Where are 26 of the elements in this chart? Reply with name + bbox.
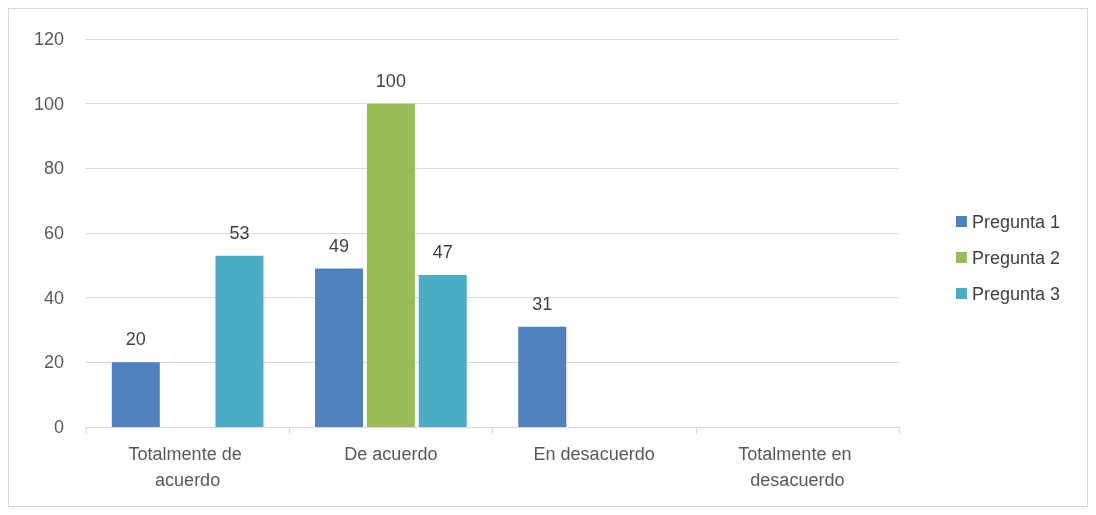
y-tick-label: 100 bbox=[33, 93, 64, 114]
data-label: 53 bbox=[229, 222, 250, 243]
bar bbox=[111, 362, 160, 427]
legend-label: Pregunta 2 bbox=[971, 247, 1061, 268]
data-label: 47 bbox=[432, 242, 453, 263]
data-label: 20 bbox=[125, 329, 146, 350]
x-tick-label: En desacuerdo bbox=[533, 444, 655, 464]
legend-label: Pregunta 3 bbox=[971, 283, 1061, 304]
x-tick-label: De acuerdo bbox=[344, 444, 438, 464]
x-tick-label: Totalmente de acuerdo bbox=[128, 444, 247, 490]
data-label: 31 bbox=[532, 293, 553, 314]
y-tick-label: 60 bbox=[43, 223, 64, 243]
bar bbox=[315, 268, 364, 427]
legend-label: Pregunta 1 bbox=[971, 211, 1061, 232]
bar bbox=[518, 326, 567, 427]
bar bbox=[418, 275, 467, 427]
y-tick-label: 40 bbox=[43, 287, 64, 308]
bar bbox=[366, 103, 415, 427]
data-label: 49 bbox=[329, 235, 350, 256]
x-tick-label: Totalmente en desacuerdo bbox=[738, 444, 857, 490]
data-label: 100 bbox=[375, 70, 406, 91]
bar bbox=[215, 255, 264, 427]
y-tick-label: 120 bbox=[33, 29, 64, 49]
y-tick-label: 80 bbox=[43, 158, 64, 179]
y-tick-label: 20 bbox=[43, 352, 64, 373]
y-tick-label: 0 bbox=[53, 417, 64, 437]
